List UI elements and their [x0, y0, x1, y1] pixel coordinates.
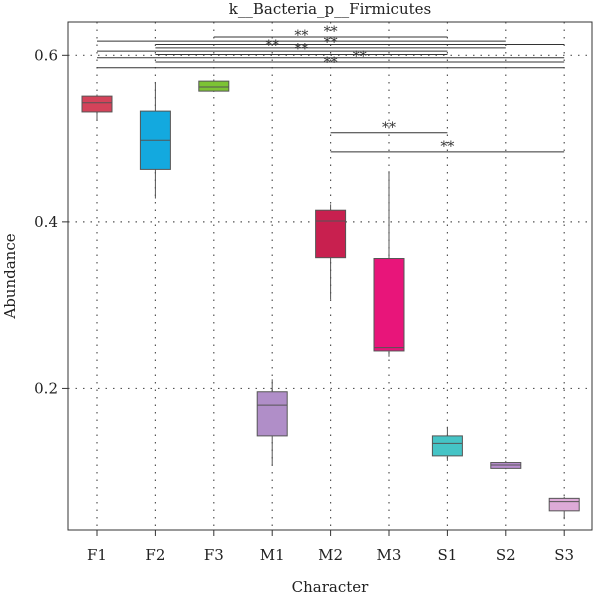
box-f2	[139, 81, 171, 199]
box-m1	[256, 379, 288, 466]
grid-lines	[68, 22, 592, 530]
box-body	[81, 95, 113, 113]
x-tick-label: S3	[554, 546, 574, 564]
box-body	[431, 435, 463, 457]
box-body	[198, 80, 230, 92]
x-tick-label: S2	[496, 546, 516, 564]
box-f1	[81, 94, 113, 121]
significance-label: **	[324, 24, 338, 40]
box-s1	[431, 426, 463, 461]
box-f3	[198, 79, 230, 92]
box-m2	[315, 204, 347, 300]
box-s3	[548, 496, 580, 520]
box-body	[373, 258, 405, 352]
significance-label: **	[440, 139, 454, 155]
significance-label: **	[294, 28, 308, 44]
x-tick-label: M1	[260, 546, 285, 564]
y-tick-label: 0.2	[34, 379, 58, 397]
x-tick-label: F1	[87, 546, 107, 564]
x-tick-label: M3	[377, 546, 402, 564]
box-m3	[373, 171, 405, 357]
x-axis-title: Character	[292, 578, 369, 596]
box-series	[81, 79, 580, 520]
significance-label: **	[353, 49, 367, 65]
significance-label: **	[382, 120, 396, 136]
significance-label: **	[324, 35, 338, 51]
y-axis-title: Abundance	[1, 233, 19, 319]
box-body	[315, 209, 347, 259]
significance-label: **	[324, 55, 338, 71]
significance-label: **	[294, 41, 308, 57]
x-tick-label: F3	[204, 546, 224, 564]
significance-label: **	[265, 38, 279, 54]
x-tick-label: S1	[437, 546, 457, 564]
y-tick-label: 0.6	[34, 46, 58, 64]
plot-frame	[67, 21, 593, 531]
y-tick-label: 0.4	[34, 213, 58, 231]
box-s2	[490, 460, 522, 470]
chart-title: k__Bacteria_p__Firmicutes	[229, 0, 431, 18]
box-body	[548, 497, 580, 512]
x-tick-label: F2	[145, 546, 165, 564]
x-tick-label: M2	[318, 546, 343, 564]
axes: 0.2 0.4 0.6 F1 F2 F3 M1 M2 M3 S1 S2 S3	[34, 46, 574, 564]
box-body	[256, 391, 288, 437]
significance-brackets: ** ****** ** ********	[97, 24, 565, 155]
